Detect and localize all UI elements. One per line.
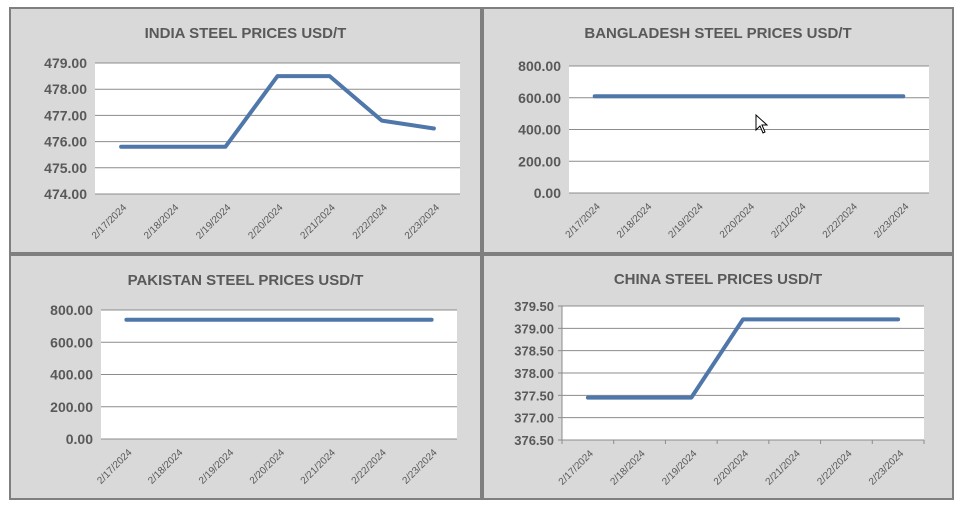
x-tick-label: 2/18/2024 [615,201,655,241]
chart-svg: INDIA STEEL PRICES USD/T 474.00 475.00 476.… [44,25,460,242]
chart-title: CHINA STEEL PRICES USD/T [614,271,822,288]
chart-panel-china: CHINA STEEL PRICES USD/T 376.50 377.00 377.… [482,254,954,500]
chart-title: INDIA STEEL PRICES USD/T [145,25,347,42]
y-tick-label: 0.00 [534,185,561,201]
y-tick-label: 478.00 [44,81,87,97]
y-tick-label: 376.50 [514,433,554,448]
chart-panel-pakistan: PAKISTAN STEEL PRICES USD/T 0.00 200.00 400… [9,254,482,500]
y-tick-label: 400.00 [50,367,93,383]
y-tick-label: 379.00 [514,321,554,336]
y-tick-label: 600.00 [518,90,561,106]
chart-panel-bangladesh: BANGLADESH STEEL PRICES USD/T 0.00 200.00 4… [482,7,954,254]
x-tick-label: 2/22/2024 [815,448,855,488]
chart-svg: BANGLADESH STEEL PRICES USD/T 0.00 200.00 4… [518,25,929,241]
x-tick-label: 2/21/2024 [764,448,804,488]
y-tick-label: 476.00 [44,134,87,150]
y-tick-label: 475.00 [44,160,87,176]
x-tick-label: 2/19/2024 [197,447,237,487]
y-tick-label: 377.50 [514,388,554,403]
y-tick-label: 479.00 [44,55,87,71]
chart-svg: CHINA STEEL PRICES USD/T 376.50 377.00 377.… [514,271,925,488]
x-tick-label: 2/23/2024 [867,448,907,488]
plot-area [95,63,460,194]
y-tick-label: 377.00 [514,411,554,426]
y-tick-label: 378.50 [514,344,554,359]
chart-title: PAKISTAN STEEL PRICES USD/T [128,272,364,289]
x-tick-label: 2/18/2024 [142,202,182,242]
y-tick-label: 200.00 [50,399,93,415]
x-tick-label: 2/20/2024 [246,202,286,242]
y-tick-label: 474.00 [44,186,87,202]
x-tick-label: 2/20/2024 [248,447,288,487]
x-tick-label: 2/18/2024 [608,448,648,488]
x-tick-label: 2/17/2024 [564,201,604,241]
y-tick-label: 800.00 [518,58,561,74]
y-tick-label: 400.00 [518,122,561,138]
y-tick-label: 477.00 [44,107,87,123]
chart-panel-india: INDIA STEEL PRICES USD/T 474.00 475.00 476.… [9,7,482,254]
x-tick-label: 2/19/2024 [194,202,234,242]
y-tick-label: 600.00 [50,334,93,350]
x-tick-label: 2/20/2024 [718,201,758,241]
x-tick-label: 2/21/2024 [299,202,339,242]
x-tick-label: 2/21/2024 [769,201,809,241]
x-tick-label: 2/20/2024 [712,448,752,488]
x-tick-label: 2/23/2024 [403,202,443,242]
mouse-pointer-icon [755,114,769,134]
x-tick-label: 2/23/2024 [872,201,912,241]
x-tick-label: 2/22/2024 [351,202,391,242]
x-tick-label: 2/22/2024 [821,201,861,241]
y-tick-label: 378.00 [514,366,554,381]
x-tick-label: 2/22/2024 [350,447,390,487]
x-tick-label: 2/17/2024 [557,448,597,488]
x-tick-label: 2/17/2024 [95,447,135,487]
x-tick-label: 2/18/2024 [146,447,186,487]
y-tick-label: 379.50 [514,299,554,314]
y-tick-label: 800.00 [50,302,93,318]
x-tick-label: 2/17/2024 [90,202,130,242]
y-tick-label: 200.00 [518,153,561,169]
x-tick-label: 2/23/2024 [400,447,440,487]
x-tick-label: 2/19/2024 [666,201,706,241]
x-tick-label: 2/21/2024 [299,447,339,487]
x-tick-label: 2/19/2024 [660,448,700,488]
chart-title: BANGLADESH STEEL PRICES USD/T [584,25,851,42]
y-tick-label: 0.00 [66,431,93,447]
chart-svg: PAKISTAN STEEL PRICES USD/T 0.00 200.00 400… [50,272,457,487]
